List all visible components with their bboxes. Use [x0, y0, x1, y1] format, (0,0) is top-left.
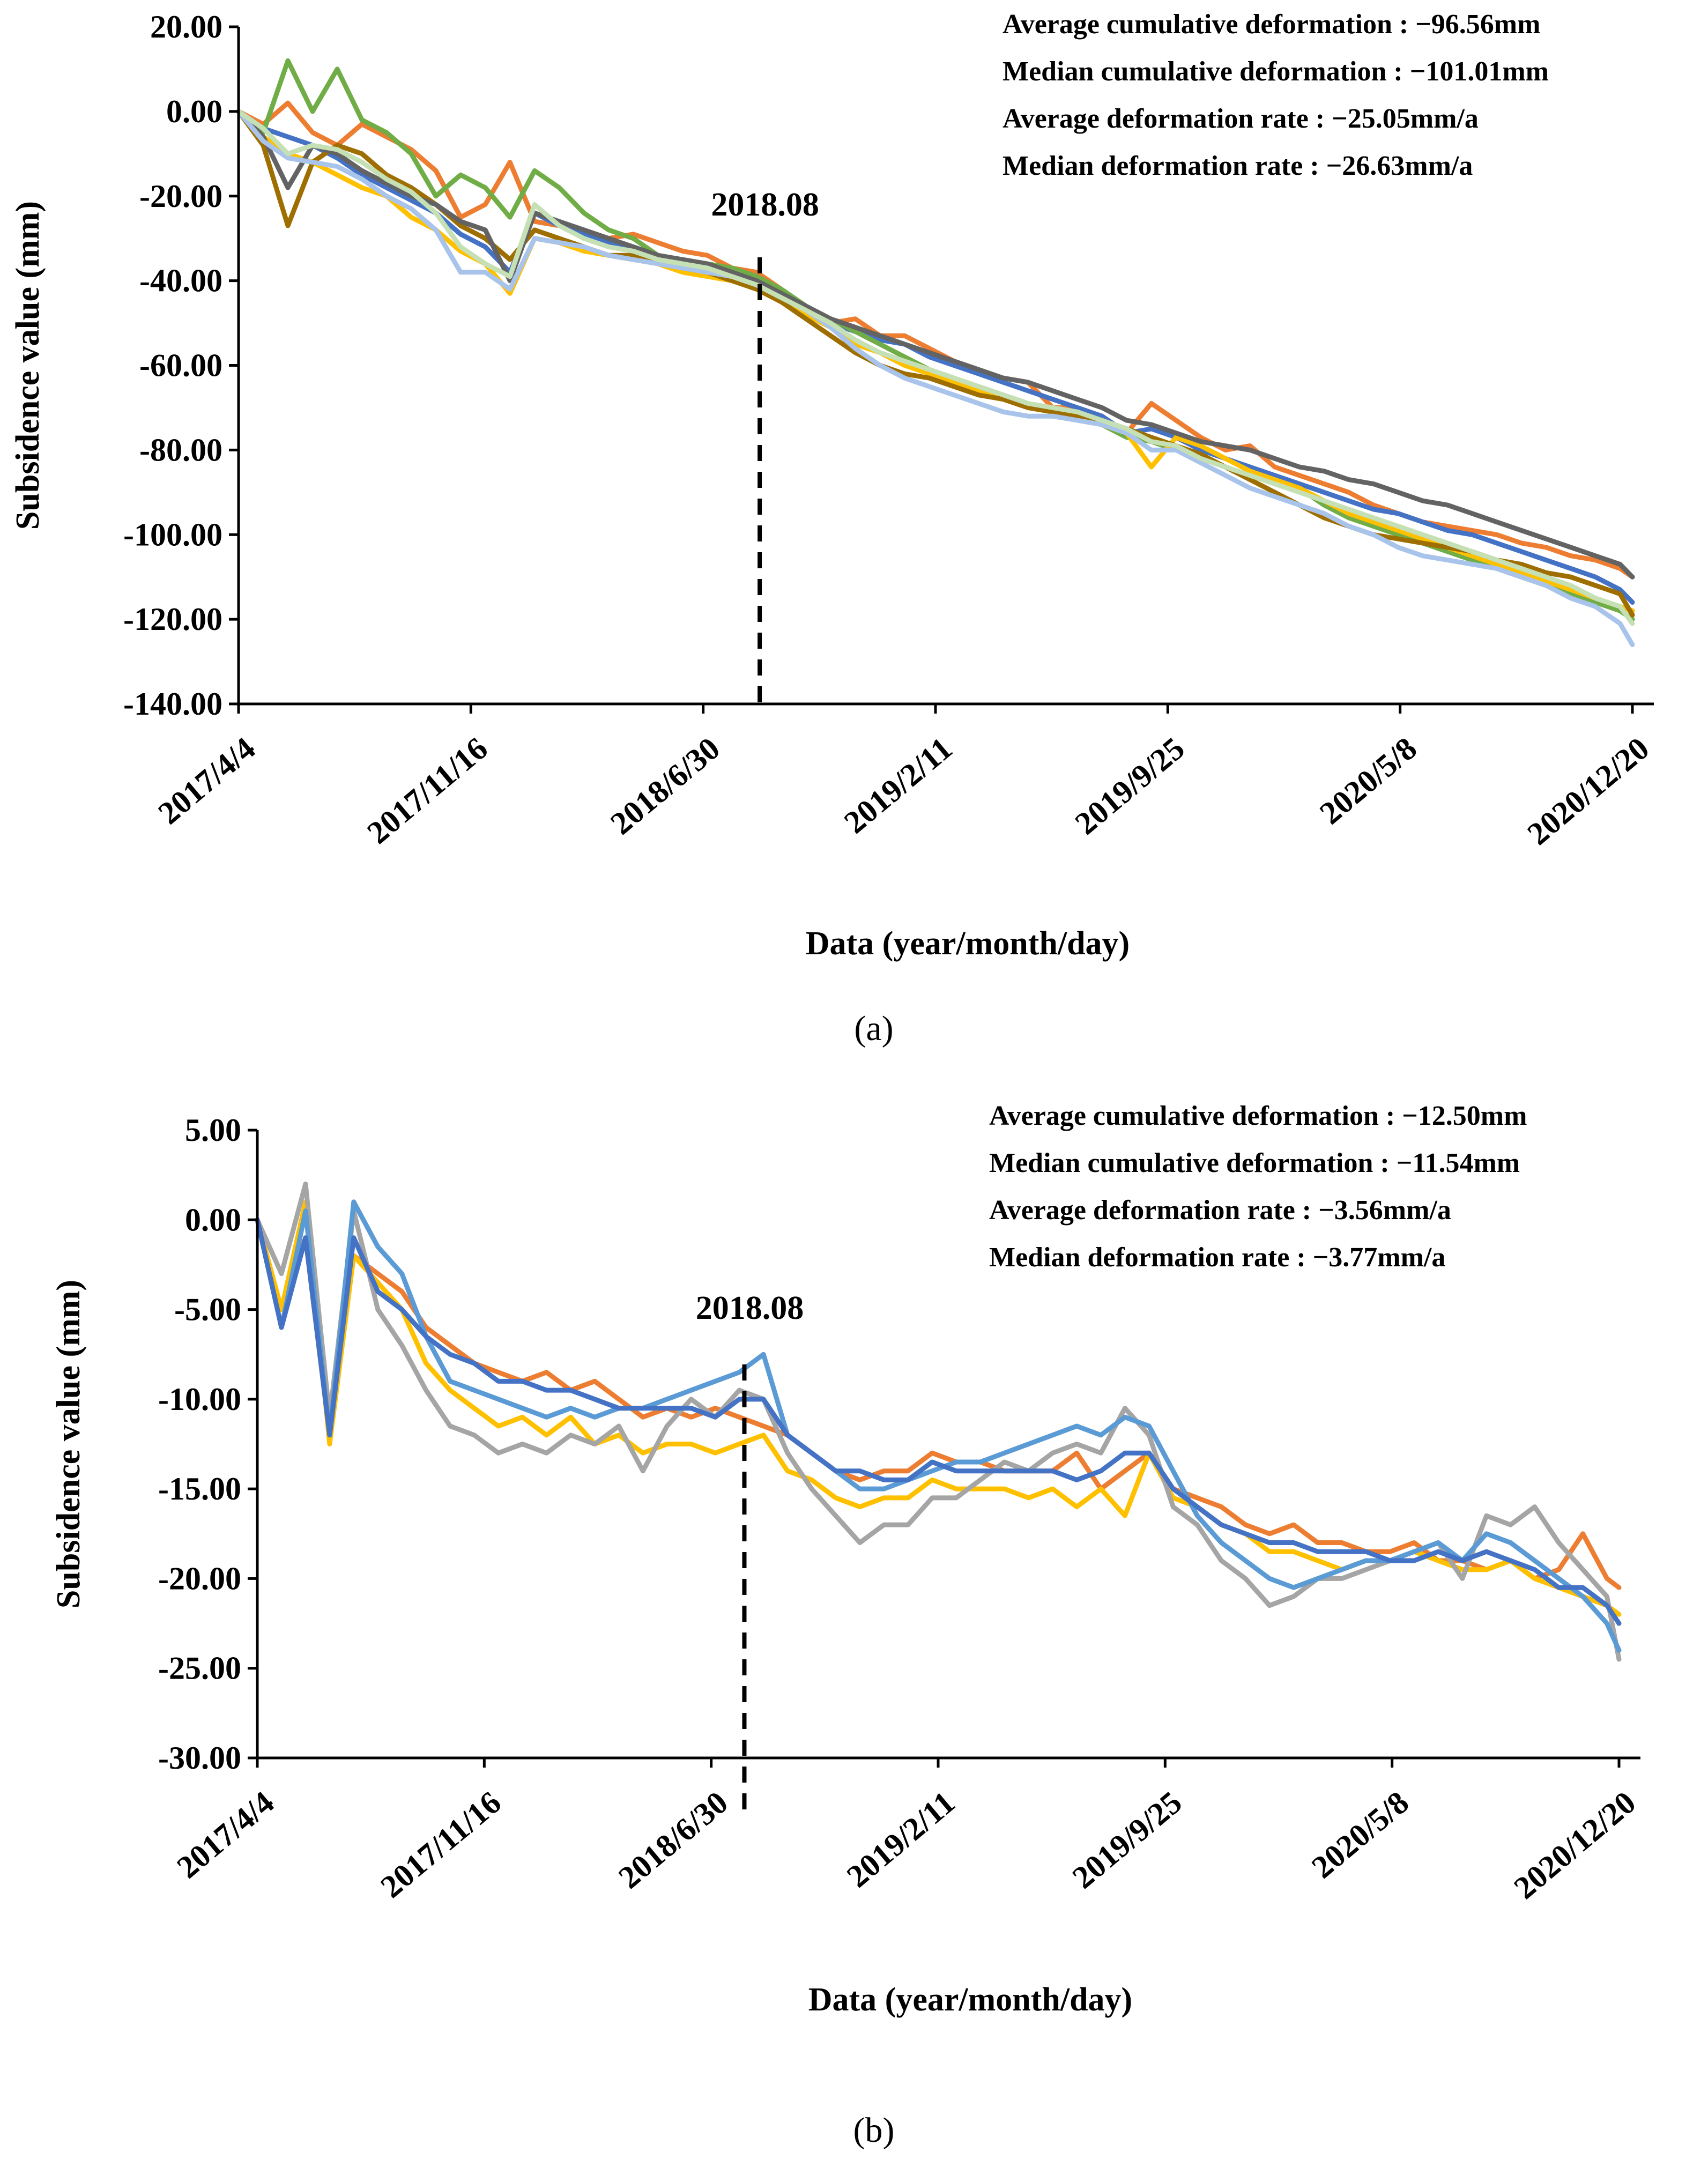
- series-line-8: [236, 109, 1635, 626]
- x-axis-title: Data (year/month/day): [806, 925, 1130, 962]
- x-tick-label: 2019/9/25: [1066, 1784, 1189, 1895]
- series-line-7: [236, 109, 1635, 647]
- x-tick-label: 2019/9/25: [1068, 730, 1191, 841]
- y-tick-label: 5.00: [185, 1112, 241, 1148]
- x-tick-label: 2017/4/4: [152, 730, 262, 831]
- series-line-5: [236, 109, 1635, 618]
- x-axis-title: Data (year/month/day): [808, 1982, 1132, 2018]
- y-tick-label: -120.00: [123, 602, 222, 637]
- y-tick-label: 0.00: [185, 1202, 241, 1237]
- x-tick-label: 2020/12/20: [1521, 730, 1656, 851]
- x-tick-label: 2017/11/16: [374, 1784, 507, 1904]
- stat-annotation: Average cumulative deformation : −12.50m…: [989, 1101, 1527, 1131]
- y-tick-label: -20.00: [158, 1561, 241, 1596]
- y-tick-label: -100.00: [123, 517, 222, 552]
- chart-panel-a: 20.00 0.00 -20.00 -40.00 -60.00 -80.00 -100.00…: [10, 9, 1655, 1048]
- x-tick-label: 2019/2/11: [837, 730, 959, 840]
- x-tick-label: 2020/5/8: [1313, 730, 1423, 831]
- stat-annotation: Median cumulative deformation : −11.54mm: [989, 1148, 1520, 1178]
- y-tick-label: -25.00: [158, 1651, 241, 1686]
- y-tick-label: -30.00: [158, 1740, 241, 1776]
- x-tick-label: 2017/4/4: [170, 1784, 281, 1885]
- series-line-1: [255, 1217, 1622, 1590]
- x-tick-label: 2020/5/8: [1305, 1784, 1415, 1885]
- stat-annotation: Median deformation rate : −26.63mm/a: [1002, 151, 1473, 181]
- y-axis-title: Subsidence value (mm): [50, 1280, 87, 1608]
- y-tick-label: 20.00: [150, 9, 222, 44]
- y-tick-label: -60.00: [139, 348, 222, 383]
- stat-annotation: Median deformation rate : −3.77mm/a: [989, 1242, 1445, 1273]
- x-tick-label: 2018/6/30: [604, 730, 726, 841]
- marker-label: 2018.08: [696, 1290, 804, 1326]
- y-tick-label: -80.00: [139, 432, 222, 467]
- y-tick-label: -40.00: [139, 263, 222, 299]
- chart-panel-b: 5.00 0.00 -5.00 -10.00 -15.00 -20.00 -25.00 -30…: [50, 1101, 1642, 2150]
- y-tick-label: -140.00: [123, 686, 222, 722]
- x-tick-label: 2018/6/30: [612, 1784, 734, 1895]
- stat-annotation: Average cumulative deformation : −96.56m…: [1002, 9, 1540, 40]
- panel-label: (b): [853, 2111, 895, 2150]
- panel-label: (a): [854, 1009, 893, 1048]
- x-tick-label: 2017/11/16: [360, 730, 494, 850]
- y-tick-label: -20.00: [139, 179, 222, 214]
- series-line-5: [255, 1217, 1622, 1626]
- y-tick-label: -15.00: [158, 1471, 241, 1506]
- series-line-6: [236, 109, 1635, 580]
- x-tick-label: 2020/12/20: [1508, 1784, 1643, 1905]
- y-tick-label: -10.00: [158, 1382, 241, 1417]
- stat-annotation: Median cumulative deformation : −101.01m…: [1002, 56, 1549, 87]
- y-tick-label: 0.00: [166, 94, 222, 129]
- y-axis-title: Subsidence value (mm): [10, 201, 46, 530]
- marker-label: 2018.08: [711, 187, 819, 223]
- series-line-2: [236, 109, 1635, 605]
- y-tick-label: -5.00: [174, 1292, 241, 1327]
- x-tick-label: 2019/2/11: [840, 1784, 961, 1894]
- stat-annotation: Average deformation rate : −25.05mm/a: [1002, 103, 1479, 134]
- stat-annotation: Average deformation rate : −3.56mm/a: [989, 1195, 1451, 1226]
